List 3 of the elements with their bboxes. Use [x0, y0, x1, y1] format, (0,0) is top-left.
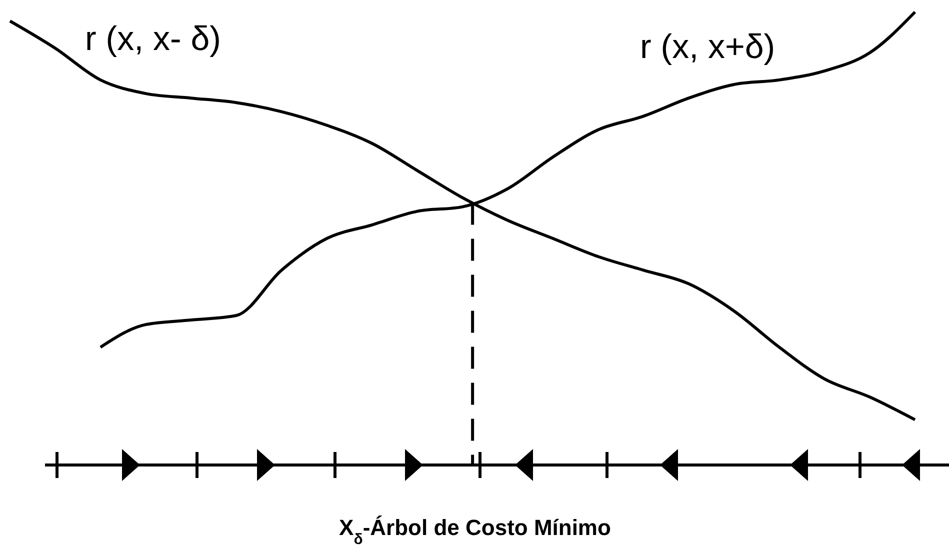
x-axis-title: X$_{δ}$-Árbol de Costo Mínimo — [339, 515, 611, 548]
series-label: r (x, x- δ) — [85, 20, 221, 58]
series-label: r (x, x+δ) — [640, 28, 776, 66]
